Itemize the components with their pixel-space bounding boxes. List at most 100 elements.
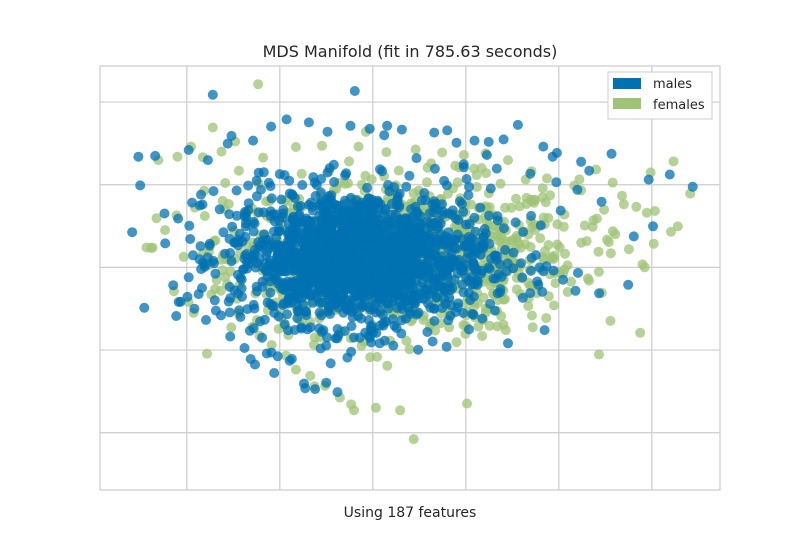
males-point bbox=[340, 239, 351, 250]
males-point bbox=[382, 120, 393, 131]
males-point bbox=[325, 218, 336, 229]
males-point bbox=[441, 341, 452, 352]
data-points bbox=[127, 79, 698, 445]
males-point bbox=[503, 338, 513, 349]
males-point bbox=[517, 272, 528, 283]
males-point bbox=[382, 216, 393, 227]
males-point bbox=[253, 167, 264, 178]
males-point bbox=[346, 321, 357, 332]
males-point bbox=[469, 261, 480, 272]
males-point bbox=[345, 120, 356, 131]
females-point bbox=[462, 398, 472, 409]
females-point bbox=[500, 325, 511, 336]
chart-title: MDS Manifold (fit in 785.63 seconds) bbox=[263, 42, 558, 61]
females-point bbox=[225, 266, 236, 277]
males-point bbox=[421, 284, 432, 295]
males-point bbox=[458, 162, 469, 173]
males-point bbox=[185, 234, 196, 244]
males-point bbox=[551, 147, 562, 158]
males-point bbox=[373, 198, 384, 209]
females-point bbox=[401, 335, 412, 346]
males-point bbox=[235, 312, 246, 322]
males-point bbox=[236, 283, 247, 294]
females-point bbox=[290, 364, 301, 375]
males-point bbox=[237, 291, 247, 302]
males-point bbox=[317, 196, 328, 207]
females-point bbox=[202, 348, 212, 359]
males-point bbox=[429, 316, 440, 326]
males-point bbox=[243, 180, 254, 191]
males-point bbox=[464, 181, 475, 192]
females-point bbox=[226, 322, 237, 333]
males-point bbox=[269, 308, 280, 318]
females-point bbox=[649, 206, 660, 216]
males-point bbox=[493, 269, 504, 280]
males-point bbox=[202, 155, 213, 166]
males-point bbox=[289, 325, 300, 335]
males-point bbox=[194, 200, 205, 211]
males-point bbox=[253, 244, 264, 255]
males-point bbox=[208, 186, 219, 197]
males-point bbox=[289, 265, 300, 275]
males-point bbox=[280, 285, 291, 296]
males-point bbox=[377, 166, 388, 177]
males-point bbox=[289, 192, 300, 203]
males-point bbox=[533, 279, 544, 290]
males-point bbox=[332, 285, 343, 296]
males-point bbox=[231, 185, 242, 196]
females-point bbox=[521, 199, 532, 210]
males-point bbox=[242, 263, 253, 274]
females-point bbox=[672, 221, 683, 232]
males-point bbox=[391, 232, 402, 243]
males-point bbox=[469, 212, 480, 223]
females-point bbox=[566, 276, 577, 287]
males-point bbox=[193, 289, 204, 300]
males-point bbox=[209, 295, 220, 306]
males-point bbox=[435, 218, 446, 229]
males-point bbox=[539, 325, 550, 336]
males-point bbox=[236, 274, 247, 285]
males-point bbox=[401, 252, 412, 263]
legend-label-males: males bbox=[653, 77, 692, 92]
males-point bbox=[249, 303, 260, 314]
males-point bbox=[643, 174, 654, 185]
males-point bbox=[281, 249, 292, 260]
males-point bbox=[517, 292, 528, 303]
females-point bbox=[500, 202, 511, 213]
males-point bbox=[310, 384, 321, 395]
males-point bbox=[173, 213, 184, 224]
females-point bbox=[594, 349, 604, 360]
males-point bbox=[298, 259, 309, 270]
males-point bbox=[584, 165, 595, 176]
males-point bbox=[484, 210, 494, 221]
females-point bbox=[458, 150, 469, 160]
males-point bbox=[230, 237, 241, 248]
males-point bbox=[252, 286, 262, 297]
males-point bbox=[490, 250, 501, 261]
males-point bbox=[307, 297, 318, 308]
males-point bbox=[284, 355, 295, 366]
females-point bbox=[410, 144, 421, 155]
females-point bbox=[172, 151, 183, 162]
males-point bbox=[437, 199, 447, 210]
females-point bbox=[635, 327, 646, 338]
females-point bbox=[317, 140, 327, 151]
females-point bbox=[560, 248, 570, 259]
males-point bbox=[378, 260, 389, 271]
males-point bbox=[226, 130, 237, 141]
females-point bbox=[381, 147, 392, 158]
females-point bbox=[451, 337, 462, 348]
males-point bbox=[326, 203, 337, 214]
males-point bbox=[226, 256, 237, 267]
males-point bbox=[458, 287, 469, 298]
males-point bbox=[248, 135, 259, 146]
males-point bbox=[353, 283, 364, 294]
males-point bbox=[429, 285, 440, 296]
males-point bbox=[251, 175, 262, 186]
males-point bbox=[555, 205, 566, 216]
females-point bbox=[365, 352, 376, 363]
males-point bbox=[265, 298, 276, 309]
females-point bbox=[520, 239, 531, 250]
males-point bbox=[272, 351, 283, 362]
males-point bbox=[150, 150, 161, 161]
